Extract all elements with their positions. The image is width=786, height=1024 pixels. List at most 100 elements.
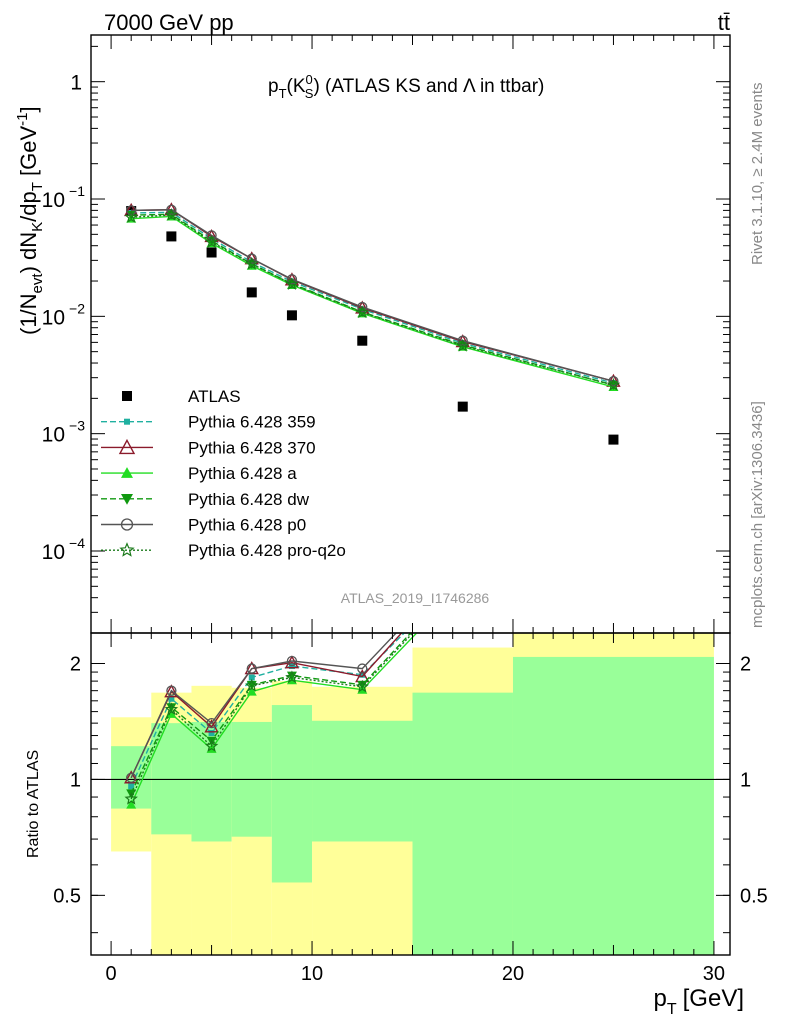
ratio-point-pythia-6-428-p0-0 (126, 772, 137, 783)
ratio-band-inner-5 (312, 720, 413, 842)
ratio-band-inner-6 (412, 692, 513, 955)
legend-label-pythia-6-428-p0: Pythia 6.428 p0 (188, 516, 306, 535)
series-pythia-6-428-pro-q2o (124, 207, 621, 391)
process-label: 7000 GeV pp (104, 10, 234, 35)
main-y-tick-exponent-3: −1 (69, 183, 85, 199)
data-point-pythia-6-428-p0-2 (206, 230, 217, 241)
data-point-pythia-6-428-p0-4 (286, 274, 298, 285)
ratio-point-pythia-6-428-359-5 (359, 671, 366, 678)
data-point-atlas-6 (457, 401, 468, 412)
legend-marker-pythia-6-428-359 (124, 418, 130, 425)
data-point-atlas-7 (608, 434, 619, 445)
series-atlas (126, 206, 619, 445)
ratio-line-pythia-6-428-359 (130, 633, 406, 787)
ratio-plot-series (124, 633, 418, 809)
ratio-point-pythia-6-428-p0-5 (357, 663, 368, 674)
ratio-plot-border (90, 632, 731, 956)
main-y-axis-label: (1/Nevt) dNK/dpT [GeV-1] (14, 106, 46, 335)
data-point-pythia-6-428-pro-q2o-5 (355, 305, 369, 319)
legend-marker-pythia-6-428-370 (118, 438, 136, 455)
ratio-line-pythia-6-428-dw (130, 633, 412, 794)
ratio-line-pythia-6-428-pro-q2o (130, 633, 414, 800)
data-point-pythia-6-428-dw-0 (126, 211, 137, 221)
data-point-pythia-6-428-p0-5 (357, 301, 368, 313)
ratio-point-pythia-6-428-pro-q2o-4 (285, 670, 299, 684)
ratio-point-pythia-6-428-pro-q2o-1 (164, 702, 179, 716)
ratio-y-tick-label-right-0: 0.5 (740, 885, 768, 907)
data-point-pythia-6-428-pro-q2o-7 (606, 377, 621, 391)
ratio-y-tick-label-right-1: 1 (740, 769, 751, 791)
ratio-band-inner-1 (151, 723, 192, 835)
ratio-point-pythia-6-428-a-0 (126, 799, 137, 809)
data-point-atlas-2 (206, 247, 217, 258)
series-pythia-6-428-a (126, 211, 619, 391)
legend-entry-pythia-6-428-a: Pythia 6.428 a (101, 464, 297, 483)
ratio-point-pythia-6-428-359-1 (168, 695, 175, 702)
main-y-tick-exponent-2: −2 (69, 300, 85, 316)
legend-label-pythia-6-428-pro-q2o: Pythia 6.428 pro-q2o (188, 541, 346, 560)
ratio-point-pythia-6-428-pro-q2o-2 (204, 739, 219, 752)
main-y-tick-label-0: 10 (42, 541, 65, 564)
series-line-pythia-6-428-p0 (131, 209, 614, 382)
ratio-y-tick-label-right-2: 2 (740, 653, 751, 675)
ratio-point-pythia-6-428-p0-4 (286, 655, 298, 667)
legend-entry-pythia-6-428-dw: Pythia 6.428 dw (101, 490, 310, 509)
legend-entry-pythia-6-428-pro-q2o: Pythia 6.428 pro-q2o (101, 541, 346, 560)
main-y-tick-label-4: 1 (70, 72, 82, 95)
legend-label-pythia-6-428-359: Pythia 6.428 359 (188, 413, 316, 432)
legend-label-pythia-6-428-dw: Pythia 6.428 dw (188, 490, 310, 509)
legend-marker-pythia-6-428-pro-q2o (119, 542, 135, 557)
series-line-pythia-6-428-pro-q2o (131, 214, 614, 386)
main-plot-border (90, 34, 731, 634)
series-pythia-6-428-p0 (126, 204, 619, 387)
legend-entry-pythia-6-428-370: Pythia 6.428 370 (101, 438, 316, 457)
ratio-point-pythia-6-428-370-1 (164, 684, 179, 698)
ratio-y-tick-label-2: 2 (70, 653, 81, 675)
legend-entry-pythia-6-428-p0: Pythia 6.428 p0 (101, 516, 306, 535)
legend-label-atlas: ATLAS (188, 387, 241, 406)
legend-marker-pythia-6-428-dw (121, 494, 133, 505)
plot-title: pT(K0 S) (ATLAS KS and Λ in ttbar) (268, 72, 544, 101)
ratio-point-pythia-6-428-p0-1 (166, 685, 177, 696)
data-point-pythia-6-428-pro-q2o-0 (124, 210, 138, 223)
data-point-pythia-6-428-pro-q2o-4 (285, 277, 299, 290)
ratio-band-inner-4 (271, 705, 313, 883)
data-point-pythia-6-428-pro-q2o-2 (204, 234, 219, 248)
ratio-point-pythia-6-428-p0-3 (246, 663, 257, 674)
ratio-point-pythia-6-428-359-2 (208, 729, 215, 736)
main-y-tick-label-3: 10 (42, 189, 65, 212)
legend-entry-atlas: ATLAS (122, 387, 241, 406)
ratio-point-pythia-6-428-pro-q2o-3 (245, 678, 259, 692)
main-y-tick-exponent-1: −3 (69, 418, 85, 434)
rivet-version-label: Rivet 3.1.10, ≥ 2.4M events (749, 83, 766, 266)
ratio-line-pythia-6-428-p0 (130, 633, 398, 779)
ratio-point-pythia-6-428-a-3 (246, 686, 257, 696)
data-point-atlas-3 (246, 287, 257, 298)
legend-marker-pythia-6-428-a (121, 467, 133, 478)
mcplots-reference-label: mcplots.cern.ch [arXiv:1306.3436] (749, 401, 766, 628)
ratio-point-pythia-6-428-pro-q2o-0 (124, 791, 138, 805)
ratio-point-pythia-6-428-p0-2 (206, 717, 217, 729)
x-tick-label-2: 20 (502, 963, 524, 985)
data-point-pythia-6-428-p0-0 (126, 205, 137, 216)
series-line-pythia-6-428-370 (131, 209, 614, 382)
ratio-point-pythia-6-428-359-3 (248, 674, 255, 681)
final-state-label: tt̄ (718, 10, 730, 35)
ratio-band-inner-7 (512, 656, 714, 955)
ratio-series-pythia-6-428-p0 (126, 633, 398, 783)
legend-entry-pythia-6-428-359: Pythia 6.428 359 (101, 413, 316, 432)
series-line-pythia-6-428-a (131, 215, 614, 388)
legend-label-pythia-6-428-a: Pythia 6.428 a (188, 464, 297, 483)
ratio-plot-frame: 0.5 0.51 12 20 10 20 30 (53, 632, 768, 985)
main-y-tick-exponent-0: −4 (69, 535, 85, 551)
data-point-atlas-4 (286, 310, 297, 321)
legend-marker-pythia-6-428-p0 (120, 518, 134, 531)
main-y-tick-label-1: 10 (42, 424, 65, 447)
x-axis-label: pT [GeV] (654, 985, 745, 1018)
x-tick-label-3: 30 (703, 963, 725, 985)
ratio-line-pythia-6-428-a (130, 633, 418, 805)
legend-marker-atlas (122, 391, 132, 401)
ratio-series-pythia-6-428-pro-q2o (124, 633, 414, 805)
x-tick-label-0: 0 (106, 963, 117, 985)
